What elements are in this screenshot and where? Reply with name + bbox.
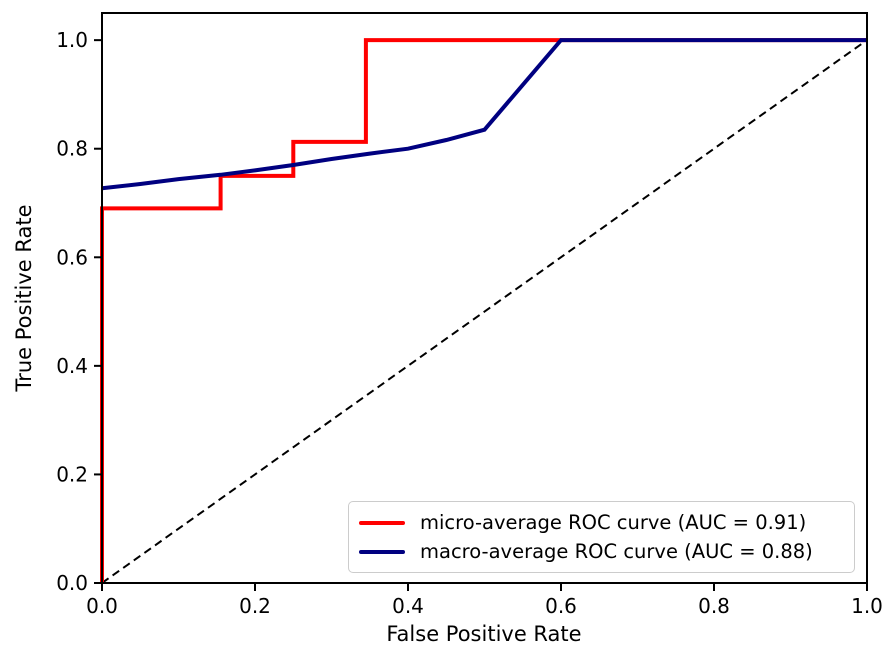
chance-diagonal-line xyxy=(101,39,868,584)
legend: micro-average ROC curve (AUC = 0.91) mac… xyxy=(348,501,855,573)
legend-item-micro-average: micro-average ROC curve (AUC = 0.91) xyxy=(359,508,854,537)
x-tick-label: 0.0 xyxy=(86,594,118,618)
y-tick-label: 0.6 xyxy=(56,245,88,269)
x-tick-label: 0.2 xyxy=(239,594,271,618)
x-tick-label: 0.8 xyxy=(698,594,730,618)
y-tick-label: 0.0 xyxy=(56,571,88,595)
legend-item-macro-average: macro-average ROC curve (AUC = 0.88) xyxy=(359,537,854,566)
legend-label-macro-average: macro-average ROC curve (AUC = 0.88) xyxy=(420,540,813,563)
y-tick-label: 0.8 xyxy=(56,137,88,161)
legend-swatch-micro-average xyxy=(359,520,405,525)
plot-area: 0.0 0.2 0.4 0.6 0.8 1.0 0.0 0.2 0.4 0.6 0.8 1.0 xyxy=(56,12,883,618)
x-tick-label: 0.4 xyxy=(392,594,424,618)
micro-average-roc-line xyxy=(100,38,867,583)
x-axis-label: False Positive Rate xyxy=(386,622,581,646)
legend-label-micro-average: micro-average ROC curve (AUC = 0.91) xyxy=(420,511,807,534)
legend-swatch-macro-average xyxy=(359,549,405,554)
y-tick-label: 0.2 xyxy=(56,462,88,486)
y-tick-label: 1.0 xyxy=(56,28,88,52)
x-tick-label: 1.0 xyxy=(851,594,883,618)
y-axis-label: True Positive Rate xyxy=(12,204,36,392)
y-tick-label: 0.4 xyxy=(56,354,88,378)
x-tick-label: 0.6 xyxy=(545,594,577,618)
macro-average-roc-line xyxy=(101,38,867,191)
axes-frame xyxy=(101,12,868,584)
